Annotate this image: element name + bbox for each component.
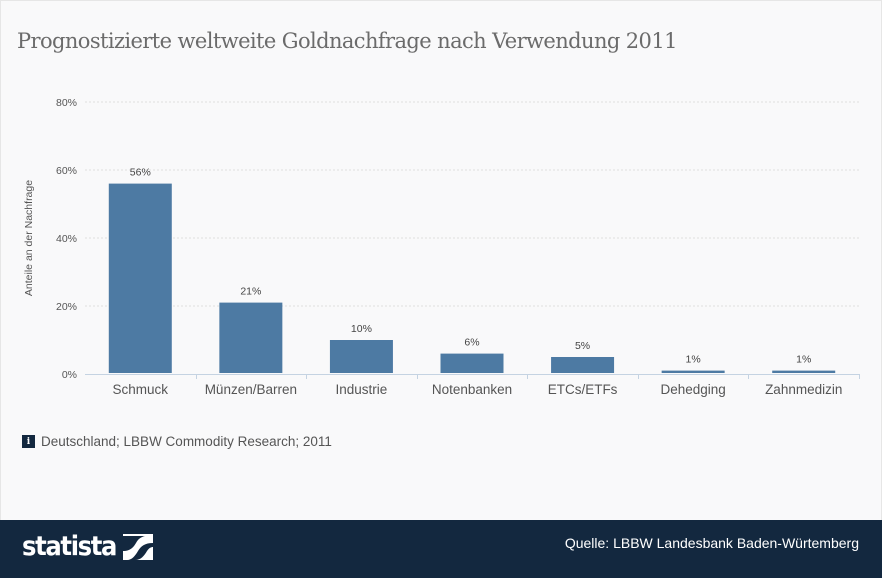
x-tick-label: Zahnmedizin — [765, 382, 842, 397]
y-axis-label: Anteile an der Nachfrage — [23, 180, 35, 296]
x-tick-label: Schmuck — [113, 382, 169, 397]
y-tick-label: 80% — [56, 97, 77, 109]
x-tick-label: Notenbanken — [432, 382, 512, 397]
bar[interactable] — [440, 353, 504, 373]
logo-text: statista — [22, 531, 117, 562]
y-tick-label: 60% — [56, 165, 77, 177]
footer-bar — [0, 520, 882, 578]
data-label: 6% — [464, 337, 479, 349]
bar[interactable] — [108, 183, 172, 373]
y-tick-label: 20% — [56, 301, 77, 313]
data-label: 21% — [240, 286, 261, 298]
data-label: 56% — [130, 167, 151, 179]
x-tick-label: ETCs/ETFs — [548, 382, 618, 397]
data-label: 5% — [575, 340, 590, 352]
chart-title: Prognostizierte weltweite Goldnachfrage … — [17, 29, 677, 53]
bar[interactable] — [219, 302, 283, 373]
bar[interactable] — [551, 357, 615, 373]
y-tick-label: 40% — [56, 233, 77, 245]
info-icon[interactable]: i — [22, 435, 35, 448]
bar[interactable] — [661, 370, 725, 373]
statista-mark-icon — [122, 533, 153, 560]
info-text: Deutschland; LBBW Commodity Research; 20… — [41, 434, 332, 449]
data-label: 10% — [351, 323, 372, 335]
bar[interactable] — [329, 340, 393, 373]
x-tick-label: Dehedging — [660, 382, 725, 397]
data-label: 1% — [686, 354, 701, 366]
y-tick-label: 0% — [62, 369, 77, 381]
x-tick-label: Münzen/Barren — [205, 382, 297, 397]
info-note: i Deutschland; LBBW Commodity Research; … — [22, 434, 332, 449]
data-label: 1% — [796, 354, 811, 366]
x-tick-label: Industrie — [336, 382, 388, 397]
statista-logo[interactable]: statista — [22, 531, 153, 562]
source-text: Quelle: LBBW Landesbank Baden-Würtemberg — [564, 535, 859, 551]
bar-chart: 0%20%40%60%80% Anteile an der Nachfrage … — [23, 97, 860, 397]
bar[interactable] — [772, 370, 836, 373]
